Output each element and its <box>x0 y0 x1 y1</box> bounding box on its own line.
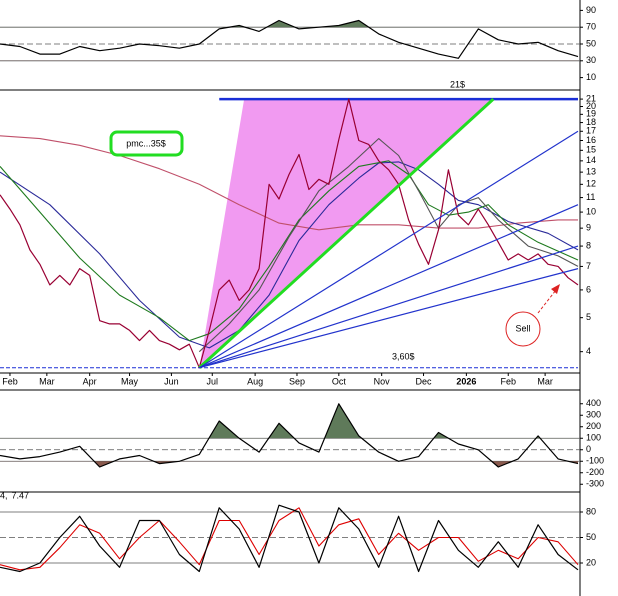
x-tick-label: Nov <box>374 376 391 386</box>
y-tick-label: 16 <box>586 135 596 145</box>
x-tick-label: May <box>121 376 139 386</box>
x-tick-label: Feb <box>500 376 516 386</box>
series-line <box>0 135 578 231</box>
y-tick-label: 20 <box>586 101 596 111</box>
y-tick-label: 11 <box>586 192 595 202</box>
annotation: 3,60$ <box>392 351 415 361</box>
y-tick-label: 400 <box>586 398 601 408</box>
x-tick-label: Apr <box>83 376 97 386</box>
y-tick-label: 6 <box>586 284 591 294</box>
y-tick-label: 100 <box>586 433 601 443</box>
x-tick-label: Aug <box>247 376 263 386</box>
upper-zone-fill <box>0 20 578 28</box>
series-line <box>0 507 579 571</box>
y-tick-label: 12 <box>586 179 596 189</box>
y-tick-label: 7 <box>586 261 591 271</box>
annotation: Sell <box>515 323 530 333</box>
y-tick-label: 50 <box>586 38 596 48</box>
y-tick-label: 18 <box>586 117 596 127</box>
lower-zone-fill <box>0 60 578 61</box>
x-tick-label: Jul <box>207 376 219 386</box>
x-tick-label: Mar <box>537 376 553 386</box>
y-tick-label: 70 <box>586 22 596 32</box>
x-tick-label: Oct <box>332 376 347 386</box>
y-tick-label: 90 <box>586 5 596 15</box>
x-tick-label: Sep <box>289 376 305 386</box>
trendline <box>199 268 579 369</box>
series-line <box>0 403 579 468</box>
annotation-box <box>109 130 184 157</box>
y-tick-label: 13 <box>586 167 596 177</box>
x-tick-label: Feb <box>2 376 18 386</box>
y-tick-label: -300 <box>586 479 604 489</box>
y-tick-label: 30 <box>586 55 596 65</box>
y-tick-label: 15 <box>586 145 596 155</box>
x-tick-label: Jun <box>164 376 179 386</box>
y-tick-label: 8 <box>586 240 591 250</box>
x-tick-label: 2026 <box>456 376 476 386</box>
y-tick-label: 21 <box>586 93 596 103</box>
series-line <box>0 504 579 573</box>
trendline <box>198 130 579 369</box>
y-tick-label: 80 <box>586 506 596 516</box>
y-tick-label: 50 <box>586 532 596 542</box>
y-tick-label: 9 <box>586 223 591 233</box>
sell-circle <box>505 311 541 347</box>
series-line <box>0 160 579 342</box>
series-line <box>0 98 579 369</box>
indicator-label: 4, <box>0 490 8 500</box>
x-tick-label: Dec <box>416 376 433 386</box>
y-tick-label: 0 <box>586 444 591 454</box>
y-tick-label: 20 <box>586 557 596 567</box>
y-tick-label: 10 <box>586 72 596 82</box>
y-tick-label: 200 <box>586 421 601 431</box>
x-tick-label: Mar <box>39 376 55 386</box>
trendline <box>198 97 495 369</box>
y-tick-label: 17 <box>586 126 596 136</box>
series-line <box>0 19 579 59</box>
indicator-label: 7.47 <box>12 490 30 500</box>
y-tick-label: 19 <box>586 109 596 119</box>
y-tick-label: 4 <box>586 346 591 356</box>
y-tick-label: -200 <box>586 467 604 477</box>
y-tick-label: 10 <box>586 206 596 216</box>
y-tick-label: 14 <box>586 155 596 165</box>
trendline <box>199 245 579 369</box>
y-tick-label: -100 <box>586 456 604 466</box>
annotation: pmc...35$ <box>126 138 166 148</box>
annotation: 21$ <box>450 79 465 89</box>
y-tick-label: 300 <box>586 410 601 420</box>
arrow-head <box>551 284 560 294</box>
y-tick-label: 5 <box>586 312 591 322</box>
series-line <box>0 161 579 349</box>
trendline <box>199 204 579 369</box>
